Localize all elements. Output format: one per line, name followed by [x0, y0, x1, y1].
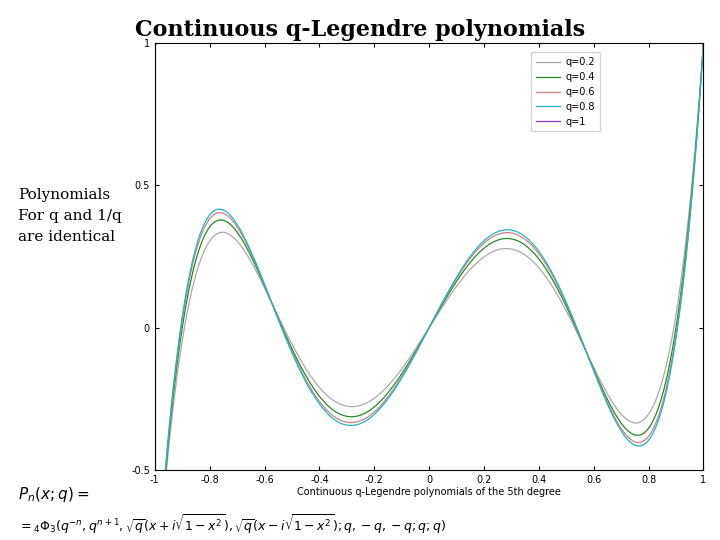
Text: Polynomials
For q and 1/q
are identical: Polynomials For q and 1/q are identical: [18, 188, 122, 244]
Line: q=0.6: q=0.6: [155, 43, 703, 540]
q=0.6: [629, 438, 638, 444]
q=0.8: [688, 185, 697, 192]
q=0.6: [246, 247, 254, 254]
q=0.2: [361, 401, 369, 407]
q=0.6: [361, 415, 369, 422]
Legend: q=0.2, q=0.4, q=0.6, q=0.8, q=1: q=0.2, q=0.4, q=0.6, q=0.8, q=1: [531, 52, 600, 132]
q=0.4: [246, 251, 254, 257]
q=0.6: [384, 393, 393, 399]
q=0.2: [688, 173, 697, 179]
X-axis label: Continuous q-Legendre polynomials of the 5th degree: Continuous q-Legendre polynomials of the…: [297, 488, 561, 497]
q=0.8: [629, 441, 638, 448]
q=0.2: [629, 420, 638, 426]
q=0.2: [699, 40, 708, 46]
Text: $P_n(x;q) =$: $P_n(x;q) =$: [18, 484, 89, 504]
q=0.8: [246, 246, 254, 252]
q=0.2: [384, 381, 393, 388]
q=0.8: [384, 394, 393, 401]
q=0.4: [213, 217, 222, 224]
q=0.8: [213, 206, 222, 213]
q=0.4: [699, 40, 708, 46]
q=0.6: [688, 184, 697, 190]
q=0.6: [699, 40, 708, 46]
q=0.8: [699, 40, 708, 46]
q=0.4: [688, 179, 697, 186]
q=0.4: [361, 410, 369, 416]
q=0.4: [629, 431, 638, 438]
Text: Continuous q-Legendre polynomials: Continuous q-Legendre polynomials: [135, 19, 585, 41]
q=0.8: [361, 418, 369, 424]
Text: $= {}_4\Phi_3(q^{-n}, q^{n+1}, \sqrt{q}(x + i\sqrt{1-x^2}), \sqrt{q}(x - i\sqrt{: $= {}_4\Phi_3(q^{-n}, q^{n+1}, \sqrt{q}(…: [18, 512, 446, 536]
Line: q=0.4: q=0.4: [155, 43, 703, 540]
q=0.2: [213, 231, 222, 237]
q=0.4: [384, 388, 393, 395]
Line: q=0.8: q=0.8: [155, 43, 703, 540]
Line: q=0.2: q=0.2: [155, 43, 703, 540]
q=0.2: [246, 256, 254, 263]
q=0.6: [213, 210, 222, 216]
